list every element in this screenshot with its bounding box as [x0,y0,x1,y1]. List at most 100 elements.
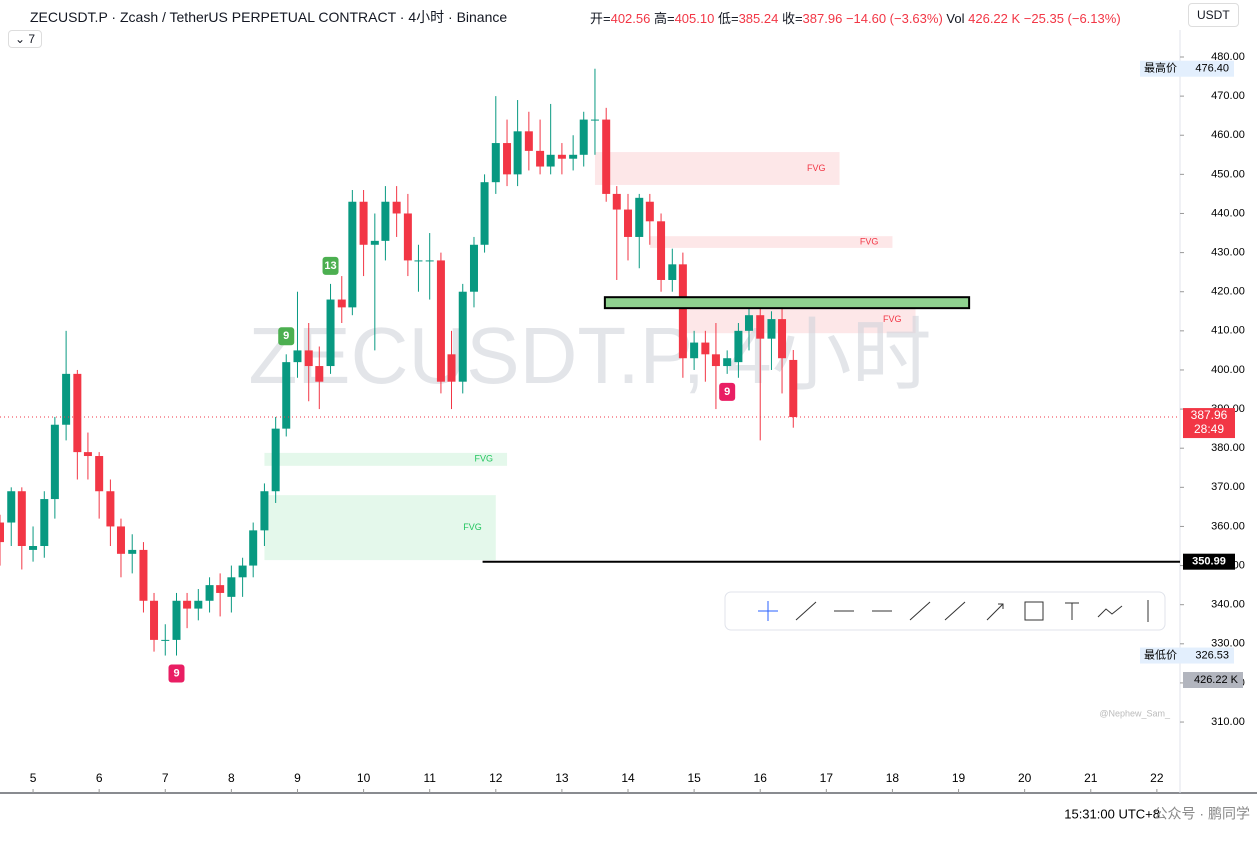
x-tick-label: 17 [820,771,834,785]
y-tick-label: 420.00 [1211,286,1245,298]
candle-body [194,600,203,609]
candle-body [602,119,611,194]
td-marker [278,327,295,346]
ohlc-value: 402.56 [610,11,651,26]
candle-body [238,565,247,578]
tool-line[interactable] [795,601,817,621]
clock: 15:31:00 UTC+8 [1064,806,1160,821]
tool-path[interactable] [1097,605,1123,618]
last-price: 387.96 [1191,408,1228,422]
x-tick-label: 11 [423,771,436,785]
x-tick-label: 7 [162,771,169,785]
candle-body [40,499,49,547]
candle-body [128,549,137,554]
td-marker [322,256,339,275]
candle-body [657,221,666,280]
candle-body [0,522,4,543]
timer: 28:49 [1194,422,1224,436]
fvg-zone [680,305,916,334]
x-tick-label: 16 [754,771,768,785]
fvg-label: FVG [463,522,482,532]
hline-label: 350.99 [1192,556,1226,568]
ohlc-value: 405.10 [674,11,715,26]
y-tick-label: 390.00 [1211,403,1245,415]
td-label: 9 [283,330,289,342]
td-marker [719,382,736,401]
ohlc-label: 高= [653,11,675,26]
y-tick-label: 310.00 [1211,716,1245,728]
candle-body [678,264,687,359]
last-price-badge [1183,408,1235,439]
x-tick-label: 14 [621,771,635,785]
candle-body [414,260,423,262]
candle-body [62,373,71,425]
candle-body [612,193,621,210]
ohlc: 开=402.56 高=405.10 低=385.24 收=387.96 −14.… [590,8,1121,27]
y-tick-label: 480.00 [1211,51,1245,63]
candle-body [7,491,16,523]
candle-body [756,315,765,339]
drawing-toolbar [724,591,1166,631]
candle-body [436,260,445,382]
x-tick-label: 18 [886,771,900,785]
candle-body [690,342,699,359]
box [603,296,971,310]
candle-body [635,197,644,237]
candle-body [557,154,566,159]
candle-body [260,491,269,531]
y-tick-label: 470.00 [1211,90,1245,102]
symbol-title: ZECUSDT.P · Zcash / TetherUS PERPETUAL C… [30,9,508,25]
y-tick-label: 370.00 [1211,481,1245,493]
fvg-label: FVG [860,236,879,246]
candle-body [348,201,357,308]
y-tick-label: 440.00 [1211,207,1245,219]
candle-body [161,639,170,641]
tool-text[interactable] [1065,602,1079,620]
x-tick-label: 5 [30,771,37,785]
x-tick-label: 12 [489,771,503,785]
x-tick-label: 9 [294,771,301,785]
td-label: 13 [324,260,336,272]
tool-arrow[interactable] [986,603,1004,621]
y-tick-label: 410.00 [1211,325,1245,337]
candle-body [337,299,346,308]
fvg-label: FVG [883,314,902,324]
x-tick-label: 10 [357,771,371,785]
candle-body [29,546,38,550]
candle-body [150,600,159,640]
y-tick-label: 460.00 [1211,129,1245,141]
x-tick-label: 20 [1018,771,1032,785]
candle-body [381,201,390,241]
ohlc-label: 低= [717,11,739,26]
candle-body [447,354,456,382]
tool-channel[interactable] [909,601,966,621]
candle-body [491,143,500,183]
candle-body [701,342,710,355]
candle-body [370,240,379,245]
tool-cross[interactable] [758,601,778,621]
y-tick-label: 340.00 [1211,599,1245,611]
indicator-toggle[interactable]: ⌄ 7 [8,30,43,48]
candle-body [216,585,225,593]
extreme-badge [1140,60,1234,77]
fvg-zone [264,495,496,561]
y-tick-label: 400.00 [1211,364,1245,376]
x-tick-label: 19 [952,771,966,785]
candle-body [668,264,677,280]
tool-rect[interactable] [1024,601,1044,621]
candle-body [205,585,214,601]
candle-body [282,362,291,429]
y-tick-label: 350.00 [1211,559,1245,571]
y-tick-label: 320.00 [1211,677,1245,689]
toolbar-bg [724,591,1166,631]
x-tick-label: 6 [96,771,103,785]
extreme-value: 326.53 [1195,649,1229,661]
y-tick-label: 380.00 [1211,442,1245,454]
candle-body [50,424,59,500]
x-tick-label: 21 [1084,771,1098,785]
candle-body [590,119,599,121]
candle-body [95,456,104,492]
candle-body [458,291,467,382]
currency-button[interactable]: USDT [1188,3,1239,27]
candle-body [536,150,545,167]
